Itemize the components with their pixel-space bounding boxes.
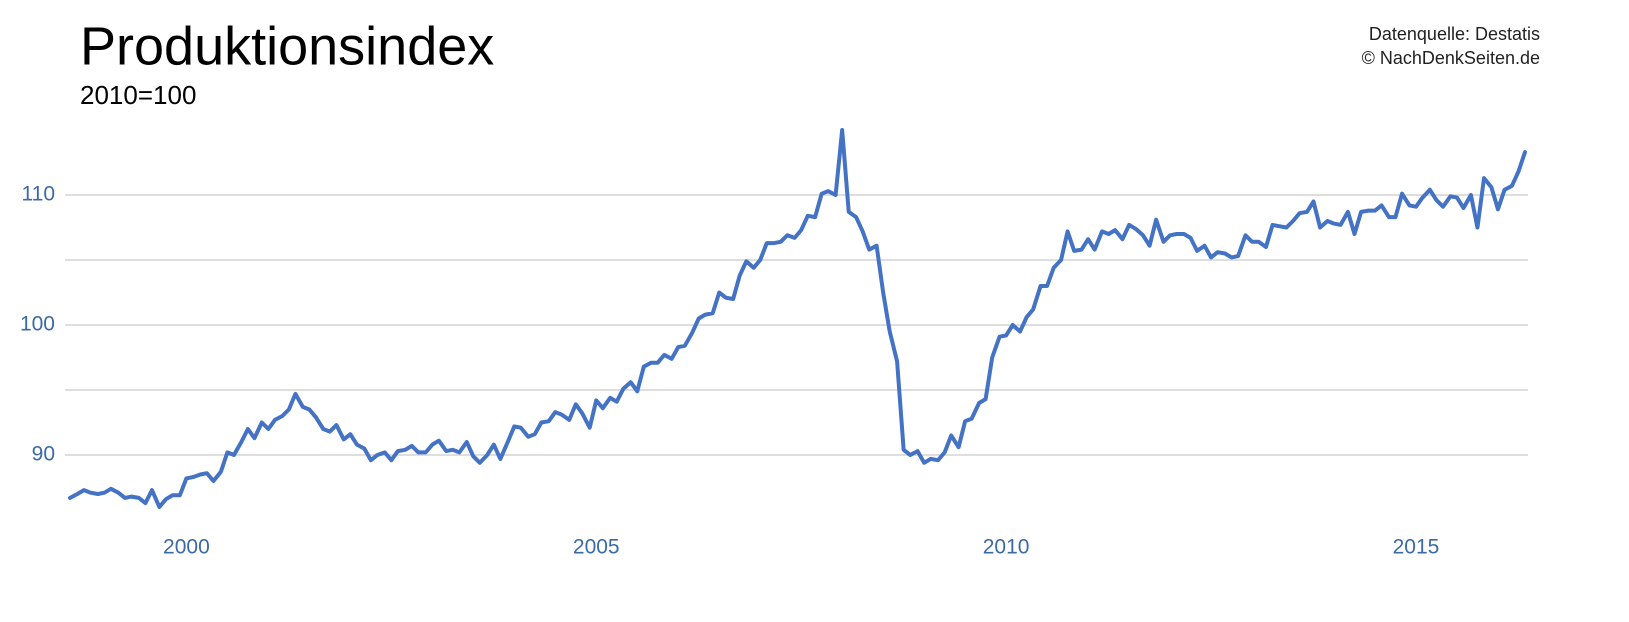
- y-tick-label: 100: [20, 313, 55, 336]
- data-line: [68, 128, 1527, 509]
- y-tick-label: 110: [22, 183, 55, 206]
- x-tick-label: 2005: [573, 536, 620, 559]
- x-tick-label: 2015: [1393, 536, 1440, 559]
- chart-title: Produktionsindex: [80, 16, 494, 76]
- source-note: Datenquelle: Destatis: [1369, 24, 1540, 44]
- copyright-note: © NachDenkSeiten.de: [1362, 48, 1540, 68]
- chart-subtitle: 2010=100: [80, 80, 196, 110]
- y-tick-label: 90: [32, 443, 55, 466]
- x-tick-label: 2010: [983, 536, 1030, 559]
- x-tick-label: 2000: [163, 536, 210, 559]
